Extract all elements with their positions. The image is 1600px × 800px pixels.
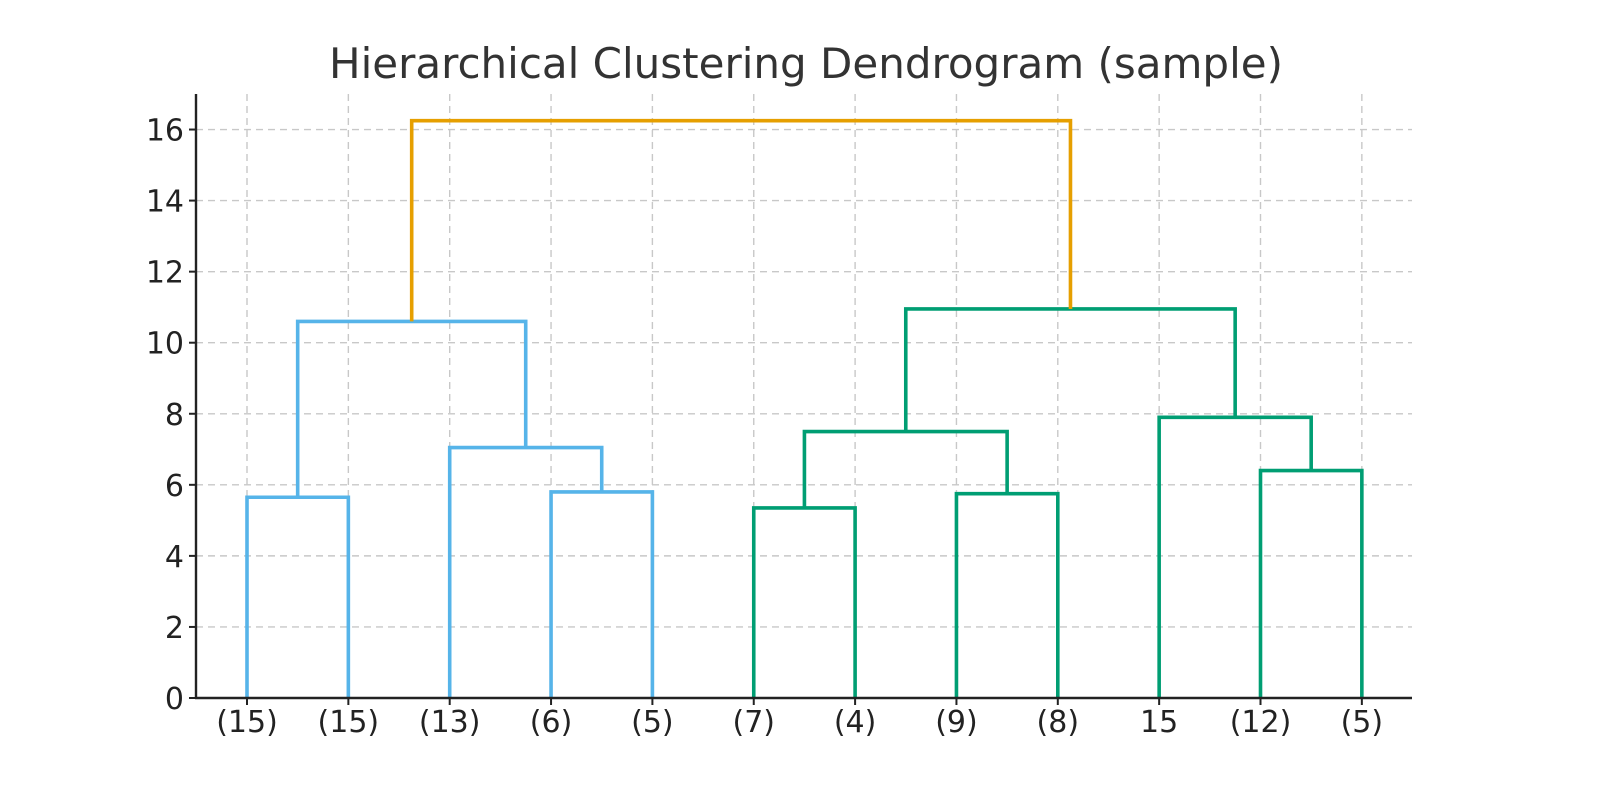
- dendrogram-link-9: [903, 307, 1237, 432]
- y-tick-label: 2: [165, 611, 184, 646]
- dendrogram-link-3: [295, 319, 528, 498]
- grid-layer: [196, 94, 1412, 698]
- dendrogram-link-5: [954, 491, 1060, 698]
- leaf-label: (15): [216, 705, 278, 740]
- leaf-label: (5): [1341, 705, 1384, 740]
- leaf-label: 15: [1140, 705, 1178, 740]
- axes-layer: [194, 94, 1412, 700]
- dendrogram-link-7: [1258, 468, 1364, 698]
- dendrogram-link-0: [245, 495, 351, 698]
- y-tick-label: 0: [165, 682, 184, 717]
- y-tick-label: 4: [165, 540, 184, 575]
- y-tick-label: 14: [146, 185, 184, 220]
- leaf-label: (9): [935, 705, 978, 740]
- leaf-label: (12): [1230, 705, 1292, 740]
- leaf-label: (13): [419, 705, 481, 740]
- dendrogram-link-2: [447, 445, 604, 698]
- leaf-label: (6): [530, 705, 573, 740]
- y-tick-label: 6: [165, 469, 184, 504]
- leaf-label: (8): [1037, 705, 1080, 740]
- y-tick-label: 8: [165, 398, 184, 433]
- leaf-label: (15): [318, 705, 380, 740]
- chart-title: Hierarchical Clustering Dendrogram (samp…: [329, 39, 1283, 88]
- y-tick-label: 16: [146, 114, 184, 149]
- leaf-label: (4): [834, 705, 877, 740]
- dendrogram-link-6: [802, 429, 1009, 508]
- dendrogram-link-8: [1157, 415, 1313, 698]
- ticks-layer: 0 2 4 6 8 10 12 14 16 (15) (15) (13) (6) (5) (7) (4) (9)…: [146, 114, 1383, 740]
- dendrogram-link-10: [409, 118, 1073, 322]
- dendrogram-link-1: [549, 490, 655, 698]
- leaf-label: (5): [631, 705, 674, 740]
- leaf-label: (7): [733, 705, 776, 740]
- dendrogram-link-4: [751, 506, 857, 698]
- y-tick-label: 12: [146, 256, 184, 291]
- links-layer: [245, 118, 1364, 698]
- y-tick-label: 10: [146, 327, 184, 362]
